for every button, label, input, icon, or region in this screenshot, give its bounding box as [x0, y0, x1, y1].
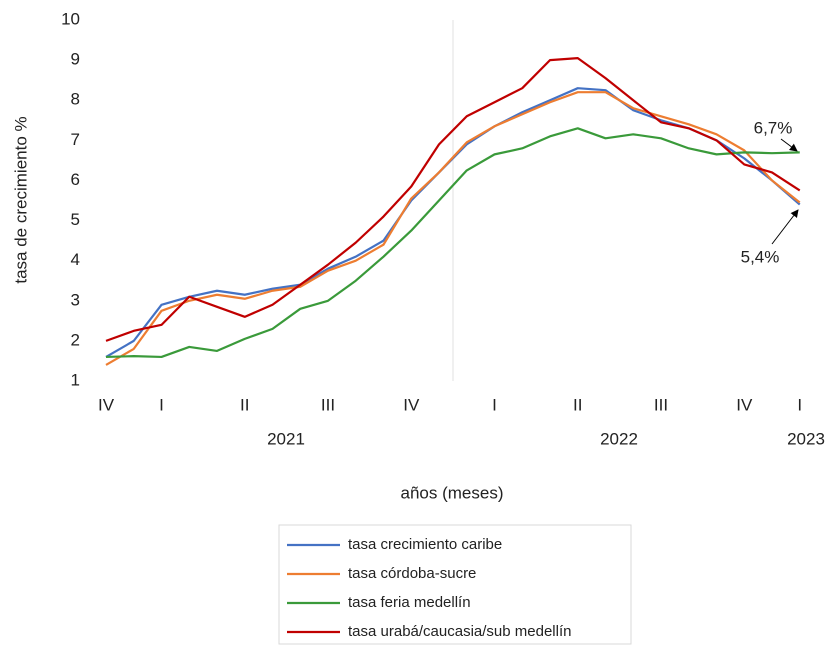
- y-tick-label: 8: [71, 90, 80, 109]
- x-tick-label: II: [240, 395, 249, 414]
- x-tick-label: I: [797, 395, 802, 414]
- y-tick-label: 5: [71, 210, 80, 229]
- x-tick-label: I: [159, 395, 164, 414]
- legend-entries: tasa crecimiento caribe tasa córdoba-sucr…: [287, 536, 571, 640]
- year-label: 2021: [267, 429, 305, 448]
- series-line: [105, 127, 800, 359]
- legend-label: tasa crecimiento caribe: [348, 536, 502, 553]
- series-line: [105, 57, 801, 342]
- x-axis-title: años (meses): [401, 483, 504, 502]
- series-line: [105, 91, 801, 366]
- annotation-arrow: [780, 138, 798, 152]
- year-label: 2023: [787, 429, 825, 448]
- y-tick-label: 10: [61, 9, 80, 28]
- y-tick-label: 9: [71, 50, 80, 69]
- y-tick-label: 7: [71, 130, 80, 149]
- y-tick-label: 4: [71, 250, 80, 269]
- x-tick-label: II: [573, 395, 582, 414]
- y-tick-label: 1: [71, 370, 80, 389]
- x-tick-label: IV: [736, 395, 753, 414]
- y-tick-label: 3: [71, 290, 80, 309]
- x-tick-label: III: [654, 395, 668, 414]
- x-tick-label: IV: [98, 395, 115, 414]
- legend-label: tasa feria medellín: [348, 594, 471, 611]
- legend-label: tasa córdoba-sucre: [348, 565, 476, 582]
- x-tick-label: IV: [403, 395, 420, 414]
- year-label: 2022: [600, 429, 638, 448]
- y-axis-title: tasa de crecimiento %: [11, 116, 30, 283]
- y-tick-label: 2: [71, 330, 80, 349]
- annotation: 5,4%: [741, 247, 780, 266]
- y-tick-label: 6: [71, 170, 80, 189]
- annotation-arrow: [771, 209, 799, 245]
- x-tick-label: III: [321, 395, 335, 414]
- annotation: 6,7%: [754, 118, 793, 137]
- legend-label: tasa urabá/caucasia/sub medellín: [348, 623, 571, 640]
- x-tick-label: I: [492, 395, 497, 414]
